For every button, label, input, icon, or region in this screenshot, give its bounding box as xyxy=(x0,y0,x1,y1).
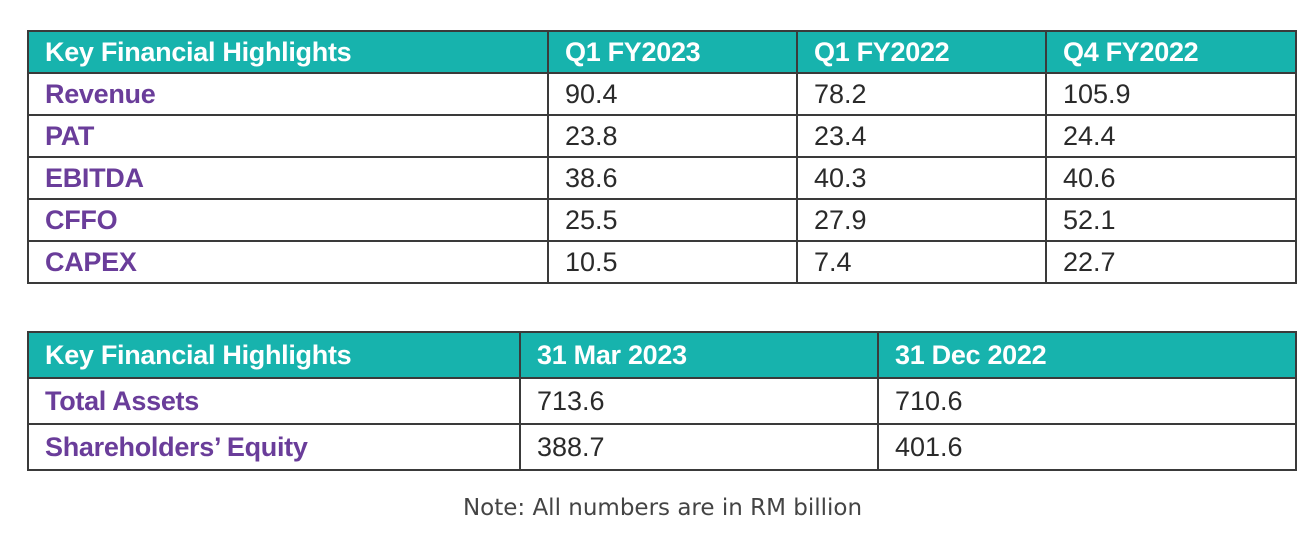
cell-value: 10.5 xyxy=(547,240,798,284)
table-row: Shareholders’ Equity 388.7 401.6 xyxy=(27,423,1297,471)
cell-value: 27.9 xyxy=(796,198,1047,242)
cell-value: 40.3 xyxy=(796,156,1047,200)
cell-value: 24.4 xyxy=(1045,114,1297,158)
table-row: PAT 23.8 23.4 24.4 xyxy=(27,114,1297,158)
cell-value: 22.7 xyxy=(1045,240,1297,284)
table-row: EBITDA 38.6 40.3 40.6 xyxy=(27,156,1297,200)
header-q4-fy2022: Q4 FY2022 xyxy=(1045,30,1297,74)
header-q1-fy2022: Q1 FY2022 xyxy=(796,30,1047,74)
cell-value: 23.8 xyxy=(547,114,798,158)
cell-value: 401.6 xyxy=(877,423,1297,471)
cell-value: 40.6 xyxy=(1045,156,1297,200)
cell-value: 105.9 xyxy=(1045,72,1297,116)
table-header-row: Key Financial Highlights Q1 FY2023 Q1 FY… xyxy=(27,30,1297,74)
table-row: Total Assets 713.6 710.6 xyxy=(27,377,1297,425)
cell-value: 388.7 xyxy=(519,423,879,471)
units-note: Note: All numbers are in RM billion xyxy=(462,495,863,521)
header-q1-fy2023: Q1 FY2023 xyxy=(547,30,798,74)
header-key-financial-highlights: Key Financial Highlights xyxy=(27,331,521,379)
row-label: CAPEX xyxy=(27,240,549,284)
cell-value: 38.6 xyxy=(547,156,798,200)
table-header-row: Key Financial Highlights 31 Mar 2023 31 … xyxy=(27,331,1297,379)
balance-sheet-highlights-table: Key Financial Highlights 31 Mar 2023 31 … xyxy=(27,331,1297,471)
header-31-mar-2023: 31 Mar 2023 xyxy=(519,331,879,379)
quarterly-highlights-table: Key Financial Highlights Q1 FY2023 Q1 FY… xyxy=(27,30,1297,284)
row-label: PAT xyxy=(27,114,549,158)
cell-value: 78.2 xyxy=(796,72,1047,116)
cell-value: 7.4 xyxy=(796,240,1047,284)
table-row: Revenue 90.4 78.2 105.9 xyxy=(27,72,1297,116)
cell-value: 90.4 xyxy=(547,72,798,116)
header-31-dec-2022: 31 Dec 2022 xyxy=(877,331,1297,379)
row-label: Total Assets xyxy=(27,377,521,425)
cell-value: 710.6 xyxy=(877,377,1297,425)
row-label: EBITDA xyxy=(27,156,549,200)
table-row: CAPEX 10.5 7.4 22.7 xyxy=(27,240,1297,284)
row-label: Revenue xyxy=(27,72,549,116)
row-label: Shareholders’ Equity xyxy=(27,423,521,471)
cell-value: 713.6 xyxy=(519,377,879,425)
row-label: CFFO xyxy=(27,198,549,242)
header-key-financial-highlights: Key Financial Highlights xyxy=(27,30,549,74)
cell-value: 23.4 xyxy=(796,114,1047,158)
cell-value: 52.1 xyxy=(1045,198,1297,242)
cell-value: 25.5 xyxy=(547,198,798,242)
table-row: CFFO 25.5 27.9 52.1 xyxy=(27,198,1297,242)
